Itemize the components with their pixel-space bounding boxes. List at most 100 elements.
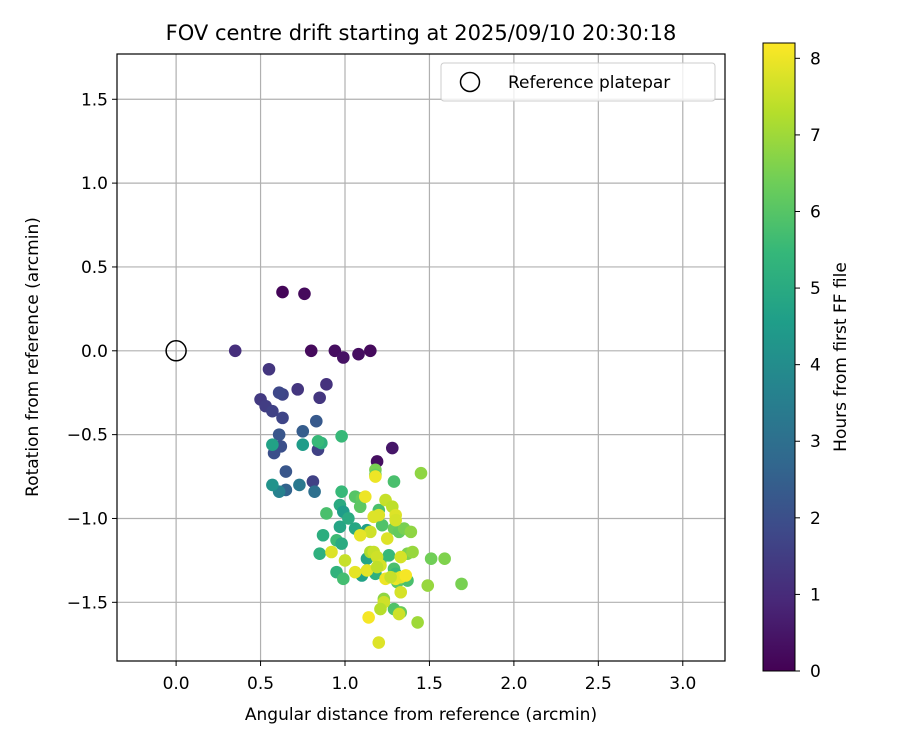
data-point (338, 554, 352, 567)
x-tick-label: 1.0 (331, 674, 358, 694)
legend: Reference platepar (440, 62, 716, 102)
y-axis-ticks: 1.5 1.0 0.5 0.0 −0.5 −1.0 −1.5 (67, 90, 117, 613)
data-point (411, 616, 424, 629)
chart-title: FOV centre drift starting at 2025/09/10 … (166, 21, 677, 45)
data-point (316, 528, 330, 542)
data-point (360, 564, 374, 577)
data-point (276, 411, 289, 425)
data-point (266, 478, 279, 492)
data-point (320, 507, 333, 520)
data-point (313, 547, 326, 560)
data-point (333, 520, 347, 534)
y-tick-label: −0.5 (67, 426, 108, 446)
data-point (352, 347, 365, 361)
data-point (392, 607, 406, 621)
data-points (228, 285, 468, 649)
data-point (296, 424, 310, 438)
data-point (337, 351, 350, 364)
y-tick-label: 1.0 (81, 174, 108, 194)
data-point (455, 577, 468, 591)
data-point (342, 512, 355, 525)
y-tick-label: 0.0 (81, 342, 108, 362)
reference-marker (165, 340, 187, 362)
data-point (272, 386, 286, 400)
legend-entry-label: Reference platepar (508, 73, 670, 93)
data-point (325, 545, 338, 559)
data-point (424, 552, 438, 566)
colorbar: 0 1 2 3 4 5 6 7 8 Hours from first FF file (762, 42, 851, 682)
data-point (358, 490, 372, 503)
data-point (348, 565, 362, 579)
data-point (394, 550, 408, 564)
data-point (414, 466, 428, 480)
data-point (364, 525, 377, 539)
x-tick-label: 0.5 (247, 674, 274, 694)
data-point (279, 465, 293, 478)
data-point (370, 560, 384, 574)
x-tick-label: 2.5 (585, 674, 612, 694)
data-point (421, 579, 435, 592)
data-point (380, 532, 394, 545)
data-point (262, 362, 276, 376)
data-point (311, 435, 325, 448)
data-point (228, 344, 242, 358)
colorbar-tick-label: 7 (810, 126, 821, 146)
data-point (296, 438, 310, 451)
data-point (438, 552, 451, 566)
data-point (306, 475, 320, 488)
x-axis-ticks: 0.0 0.5 1.0 1.5 2.0 2.5 3.0 (163, 661, 696, 694)
colorbar-tick-label: 1 (810, 585, 821, 605)
data-point (404, 525, 418, 539)
data-point (293, 478, 306, 492)
colorbar-tick-label: 2 (810, 509, 821, 529)
grid-lines (117, 54, 725, 661)
data-point (367, 510, 381, 524)
data-point (375, 518, 389, 532)
data-point (276, 285, 289, 299)
data-point (406, 545, 419, 559)
data-point (394, 585, 408, 599)
data-point (387, 475, 401, 488)
data-point (298, 287, 311, 301)
data-point (372, 636, 386, 649)
colorbar-tick-label: 5 (810, 279, 821, 299)
colorbar-label: Hours from first FF file (831, 262, 851, 452)
data-point (384, 570, 397, 584)
data-point (364, 344, 377, 358)
data-point (399, 569, 413, 582)
data-point (309, 414, 323, 428)
data-point (304, 344, 318, 358)
x-tick-label: 3.0 (669, 674, 696, 694)
y-tick-label: −1.5 (67, 593, 108, 613)
plot-frame (116, 53, 726, 662)
data-point (320, 378, 333, 391)
colorbar-tick-label: 4 (810, 356, 821, 376)
data-point (335, 537, 348, 550)
y-tick-label: 1.5 (81, 90, 108, 110)
data-point (389, 513, 402, 527)
data-point (369, 470, 382, 483)
x-tick-label: 1.5 (416, 674, 443, 694)
colorbar-tick-label: 8 (810, 49, 821, 69)
colorbar-tick-label: 6 (810, 202, 821, 222)
data-point (374, 602, 387, 616)
data-point (272, 428, 286, 441)
data-point (385, 441, 399, 455)
data-point (266, 404, 279, 418)
data-point (382, 549, 396, 562)
data-point (335, 430, 348, 443)
legend-box (440, 62, 716, 102)
data-point (291, 383, 305, 396)
data-point (328, 344, 342, 358)
data-point (337, 572, 350, 586)
data-point (308, 485, 321, 498)
data-point (335, 485, 348, 498)
colorbar-gradient (762, 42, 796, 672)
data-point (266, 438, 279, 451)
data-point (362, 611, 375, 624)
x-tick-label: 0.0 (163, 674, 190, 694)
colorbar-ticks: 0 1 2 3 4 5 6 7 8 (795, 49, 821, 682)
x-axis-label: Angular distance from reference (arcmin) (245, 705, 597, 725)
data-point (353, 500, 367, 514)
